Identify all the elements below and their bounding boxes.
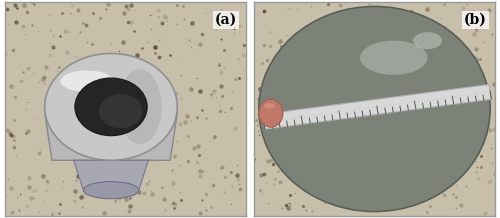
Text: (b): (b) bbox=[464, 13, 486, 27]
Ellipse shape bbox=[99, 94, 142, 128]
Ellipse shape bbox=[45, 53, 178, 160]
Ellipse shape bbox=[118, 70, 162, 144]
Ellipse shape bbox=[413, 32, 442, 49]
Polygon shape bbox=[45, 113, 178, 160]
Text: (a): (a) bbox=[214, 13, 237, 27]
Ellipse shape bbox=[360, 41, 428, 75]
Ellipse shape bbox=[259, 99, 283, 127]
Ellipse shape bbox=[264, 103, 275, 109]
Ellipse shape bbox=[259, 7, 490, 211]
Ellipse shape bbox=[60, 71, 114, 92]
Ellipse shape bbox=[84, 182, 139, 199]
Polygon shape bbox=[74, 160, 148, 190]
Ellipse shape bbox=[75, 78, 147, 136]
Polygon shape bbox=[262, 85, 492, 129]
